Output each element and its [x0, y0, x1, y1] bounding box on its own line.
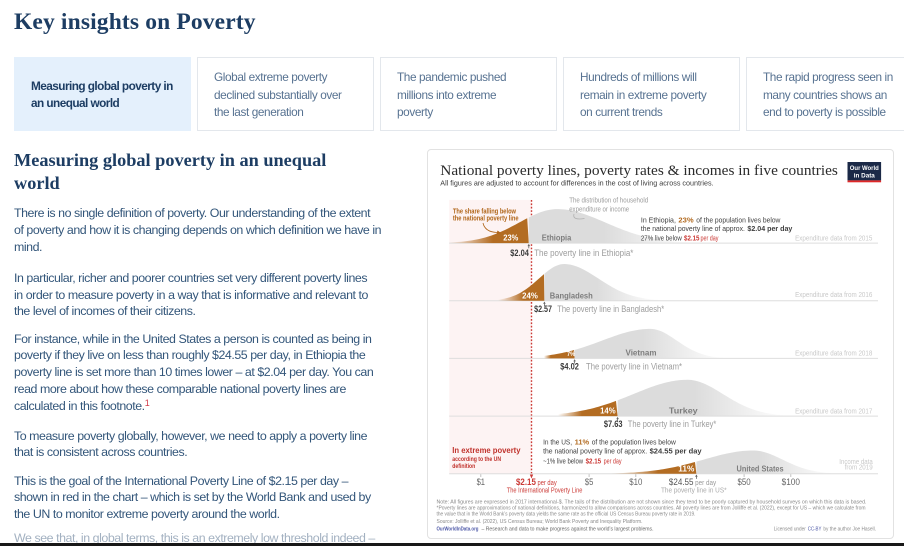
svg-text:$10: $10 [629, 477, 642, 487]
svg-text:United States: United States [736, 464, 783, 473]
svg-text:$2.04: $2.04 [510, 248, 529, 258]
svg-text:The poverty line in Turkey*: The poverty line in Turkey* [627, 419, 716, 429]
svg-text:$24.55: $24.55 [668, 477, 693, 487]
svg-text:National poverty lines, povert: National poverty lines, poverty rates & … [440, 162, 838, 178]
svg-text:the value that in the World Ba: the value that in the World Bank’s pover… [436, 511, 695, 517]
svg-text:$2.15: $2.15 [516, 477, 536, 487]
svg-text:the national poverty line of a: the national poverty line of approx. [543, 446, 647, 455]
svg-text:according to the UN: according to the UN [452, 455, 501, 462]
svg-text:per day: per day [537, 480, 557, 487]
svg-text:Our World: Our World [849, 164, 878, 171]
svg-text:$4.02: $4.02 [560, 361, 579, 371]
svg-text:$100: $100 [781, 477, 799, 487]
svg-text:The poverty line in Bangladesh: The poverty line in Bangladesh* [557, 304, 664, 314]
svg-text:Turkey: Turkey [668, 406, 697, 415]
svg-text:The poverty line in Vietnam*: The poverty line in Vietnam* [586, 361, 683, 371]
svg-text:OurWorldInData.org: OurWorldInData.org [436, 526, 478, 532]
svg-text:Licensed under: Licensed under [773, 526, 805, 532]
svg-text:Expenditure data from 2018: Expenditure data from 2018 [795, 348, 872, 357]
svg-text:Note: All figures are expresse: Note: All figures are expressed in 2017 … [436, 499, 866, 505]
svg-text:$7.63: $7.63 [603, 419, 622, 429]
svg-text:23%: 23% [678, 215, 694, 224]
svg-text:per day: per day [700, 233, 718, 242]
svg-text:Bangladesh: Bangladesh [549, 291, 592, 300]
svg-text:Expenditure data from 2017: Expenditure data from 2017 [795, 406, 872, 415]
svg-text:per day: per day [603, 456, 621, 465]
svg-text:In the US,: In the US, [543, 437, 572, 446]
svg-text:– Research and data to make pr: – Research and data to make progress aga… [481, 526, 653, 532]
svg-text:per day: per day [695, 480, 716, 487]
svg-text:23%: 23% [503, 232, 518, 242]
svg-text:Ethiopia: Ethiopia [541, 233, 571, 242]
svg-text:$1: $1 [476, 477, 484, 487]
svg-text:The poverty line in Ethiopia*: The poverty line in Ethiopia* [534, 248, 634, 258]
svg-text:of the population lives below: of the population lives below [696, 215, 781, 224]
svg-text:$50: $50 [737, 477, 750, 487]
svg-text:expenditure or income: expenditure or income [569, 204, 629, 213]
svg-text:in Data: in Data [853, 172, 874, 179]
svg-text:The share falling below: The share falling below [452, 206, 515, 215]
svg-text:$2.57: $2.57 [534, 304, 552, 314]
svg-text:from 2019: from 2019 [844, 462, 872, 471]
svg-text:the national poverty line of a: the national poverty line of approx. [640, 224, 744, 233]
svg-text:Expenditure data from 2016: Expenditure data from 2016 [795, 290, 872, 299]
svg-text:$2.15: $2.15 [684, 233, 700, 242]
svg-text:The International Poverty Line: The International Poverty Line [506, 485, 582, 494]
svg-text:$2.04 per day: $2.04 per day [747, 224, 792, 233]
svg-text:the national poverty line: the national poverty line [452, 213, 518, 222]
svg-text:$24.55 per day: $24.55 per day [649, 446, 701, 455]
svg-text:Income data: Income data [839, 457, 872, 466]
svg-text:by the author Joe Hasell.: by the author Joe Hasell. [823, 526, 876, 532]
svg-text:14%: 14% [600, 405, 616, 415]
svg-text:In Ethiopia,: In Ethiopia, [640, 215, 675, 224]
svg-text:Expenditure data from 2015: Expenditure data from 2015 [795, 233, 872, 242]
svg-text:24%: 24% [522, 290, 538, 300]
svg-text:$5: $5 [584, 477, 592, 487]
svg-text:In extreme poverty: In extreme poverty [452, 445, 520, 455]
svg-text:of the population lives below: of the population lives below [591, 437, 676, 446]
svg-text:definition: definition [452, 463, 475, 470]
svg-text:$2.15: $2.15 [585, 456, 601, 465]
svg-text:The distribution of household: The distribution of household [569, 195, 648, 204]
svg-text:11%: 11% [574, 437, 589, 446]
svg-text:27% live below: 27% live below [640, 233, 682, 242]
svg-text:CC-BY: CC-BY [807, 526, 821, 532]
svg-text:All figures are adjusted to ac: All figures are adjusted to account for … [440, 178, 713, 187]
svg-text:~1% live below: ~1% live below [543, 456, 584, 465]
svg-text:11%: 11% [678, 463, 695, 473]
svg-text:7%: 7% [567, 352, 576, 358]
svg-text:Vietnam: Vietnam [625, 348, 656, 357]
svg-text:The poverty line in US*: The poverty line in US* [661, 485, 727, 494]
svg-text:Source: Jolliffe et al. (2022): Source: Jolliffe et al. (2022), US Censu… [436, 518, 642, 524]
svg-text:*Poverty lines are approximati: *Poverty lines are approximations of nat… [436, 505, 865, 511]
